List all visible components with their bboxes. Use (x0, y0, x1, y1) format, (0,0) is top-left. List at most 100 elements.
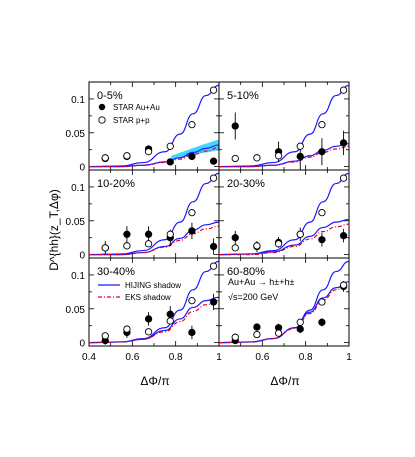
pp-data-point (296, 318, 304, 326)
legend-hijing-label: HIJING shadow (125, 281, 181, 290)
pp-data-point (339, 281, 348, 289)
y-axis-label: D^{hh}(z_T,Δφ) (47, 189, 61, 270)
au-data-point (296, 152, 304, 161)
pp-data-point (253, 330, 261, 339)
panel-20-30%: 20-30% (218, 169, 350, 259)
pp-data-point (296, 230, 304, 238)
y-tick-label: 0.1 (71, 95, 85, 106)
hijing-shadow-curve (89, 221, 219, 256)
eks-shadow-curve (219, 223, 349, 256)
au-data-point (318, 318, 326, 326)
panel-plot-area (89, 260, 219, 345)
eks-shadow-curve (89, 300, 219, 344)
pp-data-point (123, 325, 131, 333)
x-tick-label: 0.6 (255, 352, 269, 363)
au-data-point (123, 230, 131, 238)
legend-pp-marker (98, 116, 106, 124)
au-data-point (209, 242, 218, 251)
pp-data-point (209, 86, 218, 94)
pp-data-point (166, 142, 174, 150)
au-data-point (166, 310, 174, 318)
hijing-shadow-curve (219, 218, 349, 256)
au-data-point (231, 234, 239, 242)
legend-eks-label: EKS shadow (125, 293, 171, 302)
legend-au-marker (98, 103, 106, 111)
au-data-point (166, 158, 174, 166)
legend-models: HIJING shadow EKS shadow (98, 281, 181, 302)
panel-plot-area (219, 84, 349, 170)
pp-data-point (253, 242, 261, 250)
panel-30-40%: 0 0.05 0.1 0.4 0.6 0.8 1 30-40% (66, 257, 222, 363)
panel-plot-area (89, 84, 219, 168)
panel-title: 10-20% (97, 178, 135, 190)
panel-title: 0-5% (97, 90, 123, 102)
pp-data-point (231, 333, 239, 341)
x-tick-label: 0.8 (169, 352, 183, 363)
x-tick-label: 0.8 (299, 352, 313, 363)
au-data-point (231, 122, 239, 130)
au-data-point (339, 232, 348, 240)
panel-5-10%: 5-10% (218, 81, 350, 171)
panel-plot-area (219, 260, 349, 345)
pp-data-point (339, 86, 348, 94)
pp-data-point (188, 120, 196, 129)
y-tick-label: 0.1 (71, 271, 85, 282)
pp-data-point (188, 296, 196, 305)
panel-plot-area (219, 172, 349, 256)
eks-shadow-curve (89, 225, 219, 256)
pp-data-point (209, 262, 218, 270)
pp-data-point (144, 328, 153, 336)
y-tick-label: 0 (79, 251, 85, 262)
au-data-point (209, 157, 218, 165)
legend-data: STAR Au+Au STAR p+p (98, 103, 160, 125)
pp-data-point (274, 152, 283, 160)
x-tick-label: 0.4 (82, 352, 96, 363)
au-data-point (253, 323, 261, 331)
pp-data-point (318, 208, 326, 217)
y-tick-label: 0.05 (66, 129, 86, 140)
panel-title: 30-40% (97, 266, 135, 278)
au-data-point (188, 328, 196, 337)
pp-data-point (101, 332, 109, 340)
panel-10-20%: 0 0.05 0.1 10-20% (66, 169, 220, 262)
energy-annotation: √s=200 GeV (228, 292, 278, 302)
pp-data-point (274, 240, 283, 248)
pp-data-point (144, 240, 153, 248)
pp-data-point (209, 174, 218, 182)
panel-title: 60-80% (227, 266, 265, 278)
au-data-point (339, 139, 348, 147)
pp-data-point (231, 244, 239, 252)
panel-60-80%: 0.6 0.8 1 60-80% (218, 257, 352, 363)
y-tick-label: 0.05 (66, 217, 86, 228)
pp-data-point (123, 242, 131, 250)
reaction-annotation: Au+Au → h±+h± (228, 277, 294, 287)
y-tick-label: 0.05 (66, 305, 86, 316)
pp-data-point (318, 120, 326, 129)
y-tick-label: 0 (79, 339, 85, 350)
legend-pp-label: STAR p+p (113, 116, 150, 125)
pp-data-point (318, 298, 326, 306)
pp-data-point (339, 174, 348, 182)
hijing-shadow-curve (89, 296, 219, 344)
panel-plot-area (89, 172, 219, 256)
pp-data-point (231, 154, 239, 163)
panel-title: 5-10% (227, 90, 259, 102)
x-axis-label-left: ΔΦ/π (140, 374, 169, 388)
y-tick-label: 0 (79, 163, 85, 174)
panels-group: 0 0.05 0.1 0-5% 5-10% 0 0.05 0.1 10-20% 20-30% 0 0.… (66, 81, 352, 363)
hijing-upper-curve (89, 172, 219, 256)
eks-shadow-curve (219, 145, 349, 168)
panel-title: 20-30% (227, 178, 265, 190)
au-data-point (318, 148, 326, 156)
legend-au-label: STAR Au+Au (113, 103, 160, 112)
hijing-upper-curve (219, 84, 349, 168)
x-tick-label: 0.6 (125, 352, 139, 363)
au-data-point (144, 230, 153, 238)
pp-data-point (296, 142, 304, 150)
au-data-point (188, 152, 196, 161)
x-tick-label: 1 (216, 352, 222, 363)
au-data-point (209, 298, 218, 306)
pp-data-point (253, 154, 261, 162)
y-tick-label: 0.1 (71, 183, 85, 194)
